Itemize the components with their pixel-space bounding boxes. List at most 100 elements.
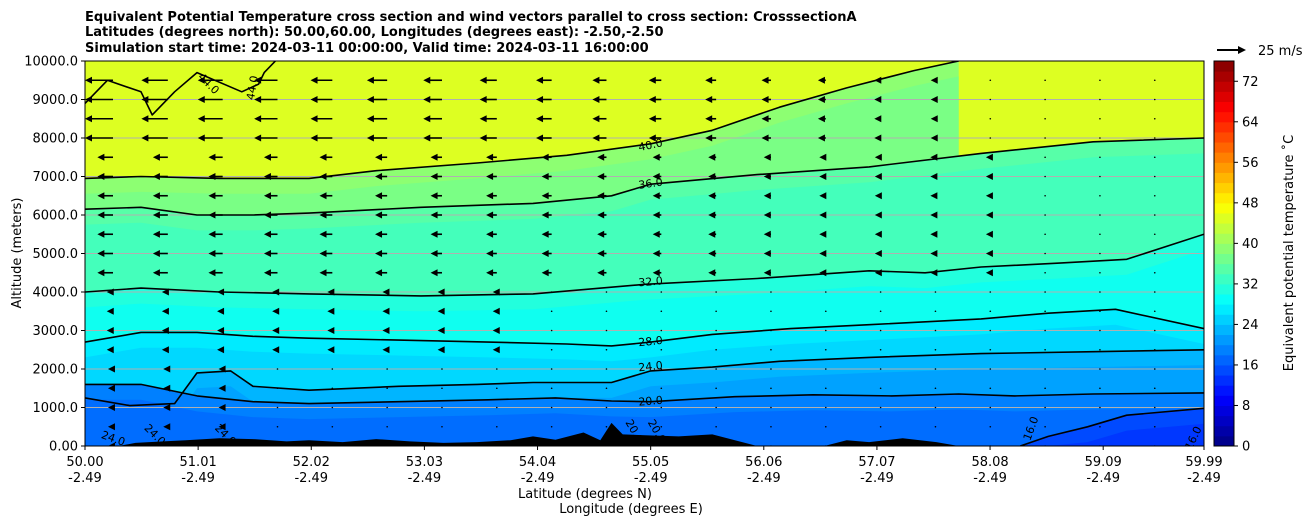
wind-vector	[423, 115, 442, 123]
colorbar-band	[1214, 121, 1234, 133]
wind-vector	[386, 368, 388, 370]
x-tick-label-lon: -2.49	[1086, 471, 1120, 486]
wind-vector	[819, 211, 827, 219]
wind-vector	[382, 307, 390, 315]
wind-vector	[310, 96, 333, 103]
wind-vector	[276, 406, 279, 409]
wind-vector	[1209, 233, 1211, 235]
wind-vector	[1099, 156, 1101, 159]
colorbar-band	[1214, 233, 1234, 244]
wind-vector	[550, 310, 553, 313]
title-line-1: Equivalent Potential Temperature cross s…	[85, 10, 857, 25]
wind-vector	[824, 368, 827, 370]
wind-vector	[437, 288, 445, 296]
wind-vector	[597, 230, 607, 238]
wind-vector	[1209, 349, 1211, 351]
wind-vector	[263, 250, 278, 257]
wind-vector	[217, 346, 225, 354]
wind-vector	[763, 173, 771, 180]
wind-vector	[1153, 194, 1156, 197]
wind-vector	[824, 406, 827, 409]
wind-vector	[1209, 330, 1211, 332]
x-tick-label-lon: -2.49	[860, 471, 894, 486]
wind-vector	[648, 115, 662, 123]
wind-vector	[106, 307, 114, 315]
wind-vector	[989, 291, 992, 293]
x-tick-label-lat: 51.01	[180, 455, 217, 470]
colorbar-label: Equivalent potential temperature ˚C	[1281, 135, 1297, 371]
wind-vector	[430, 269, 442, 277]
wind-vector	[715, 387, 717, 390]
wind-vector	[1099, 137, 1101, 139]
wind-vector	[1099, 233, 1101, 236]
colorbar-tick-label: 40	[1242, 237, 1259, 252]
wind-vector	[550, 406, 553, 409]
wind-vector	[430, 173, 442, 180]
wind-vector	[1044, 137, 1046, 139]
wind-vector	[97, 250, 114, 257]
colorbar-tick-label: 32	[1242, 277, 1259, 292]
wind-vector	[437, 346, 445, 354]
wind-vector	[1207, 423, 1214, 430]
contour-line-32	[85, 233, 1204, 297]
wind-vector	[985, 153, 993, 161]
wind-vector	[597, 250, 607, 257]
wind-vector	[763, 250, 771, 257]
wind-vector	[1153, 233, 1156, 236]
field-subband-below-20	[85, 399, 1204, 446]
wind-vector	[763, 269, 771, 277]
wind-vector	[1099, 368, 1101, 370]
wind-vector	[592, 115, 607, 123]
colorbar-band	[1214, 364, 1234, 376]
colorbar-band	[1214, 314, 1234, 325]
wind-vector	[152, 230, 168, 238]
vector-key: 25 m/s	[1217, 44, 1303, 59]
wind-vector	[985, 230, 993, 238]
colorbar-frame	[1213, 60, 1235, 447]
x-tick-label-lat: 59.99	[1185, 455, 1222, 470]
x-tick-label-lon: -2.49	[1187, 471, 1221, 486]
wind-vector	[1153, 291, 1156, 293]
wind-vector	[1153, 98, 1156, 101]
wind-vector	[208, 192, 223, 200]
wind-vector	[1044, 117, 1046, 120]
wind-vector	[989, 98, 992, 101]
wind-vector	[319, 211, 333, 219]
wind-vector	[648, 96, 662, 103]
wind-vector	[1153, 79, 1156, 82]
wind-vector	[1044, 348, 1046, 351]
wind-vector	[1099, 252, 1101, 255]
wind-vector	[879, 310, 882, 313]
wind-vector	[1044, 252, 1046, 255]
wind-vector	[1153, 329, 1156, 332]
colorbar-band	[1214, 81, 1234, 92]
wind-vector	[715, 425, 717, 428]
wind-vector	[819, 230, 827, 238]
colorbar-band	[1214, 111, 1234, 123]
wind-vector	[492, 346, 500, 354]
contour-label: 36.0	[638, 176, 664, 192]
wind-vector	[550, 368, 553, 370]
wind-vector	[430, 211, 442, 219]
wind-vector	[1209, 99, 1211, 101]
wind-vector	[152, 250, 168, 257]
wind-vector	[605, 291, 608, 293]
wind-vector	[430, 250, 442, 257]
wind-vector	[592, 76, 607, 84]
wind-vector	[107, 365, 115, 373]
wind-vector	[824, 310, 827, 313]
wind-vector	[486, 192, 497, 200]
wind-vector	[989, 79, 992, 82]
colorbar-band	[1214, 162, 1234, 173]
x-tick-label-lat: 53.03	[406, 455, 443, 470]
wind-vector	[715, 329, 717, 332]
wind-vector	[218, 384, 226, 392]
wind-vector	[441, 368, 443, 370]
wind-vector	[824, 329, 827, 332]
colorbar-band	[1214, 91, 1234, 103]
wind-vector	[276, 425, 279, 428]
x-axis-label-lon: Longitude (degrees E)	[559, 502, 703, 517]
wind-vector	[605, 425, 608, 428]
colorbar-band	[1214, 273, 1234, 285]
